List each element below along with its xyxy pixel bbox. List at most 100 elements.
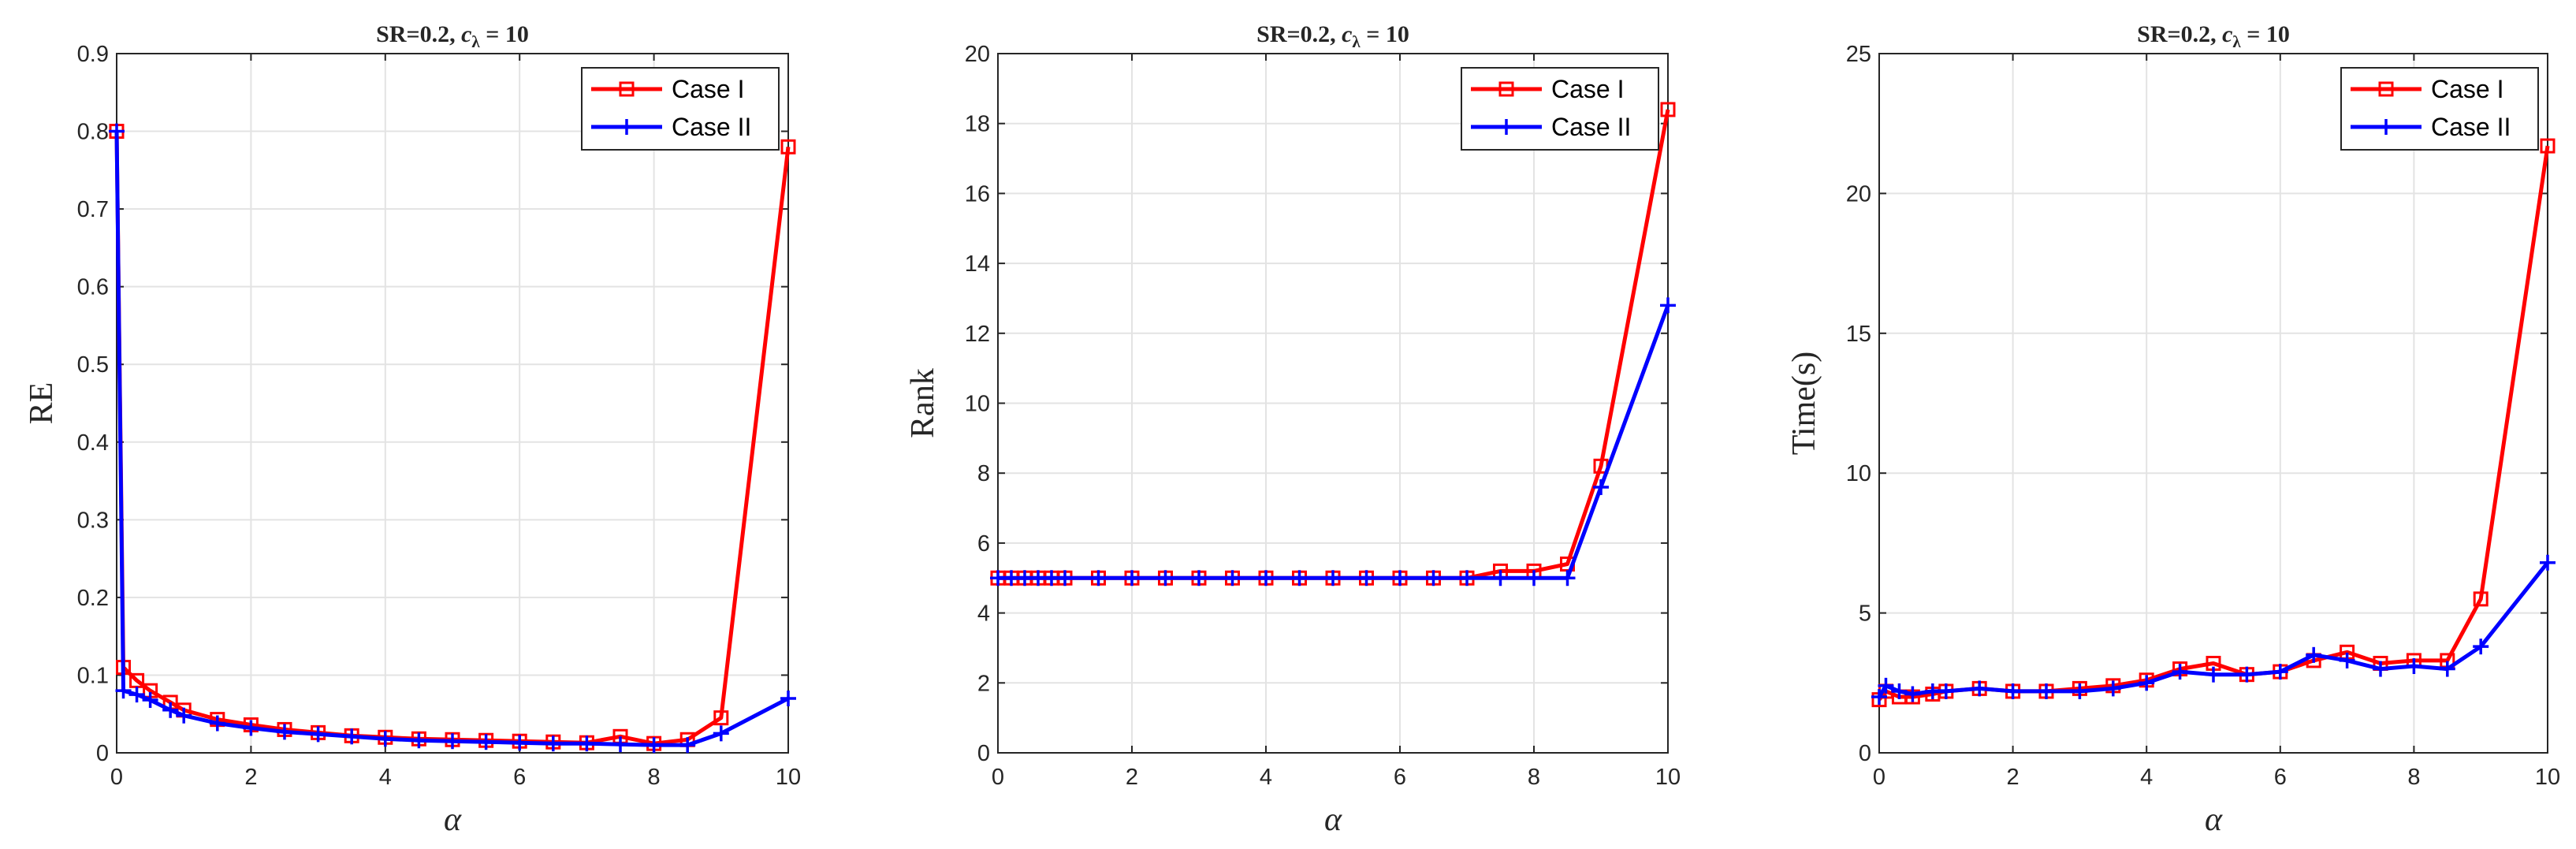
data-point [646, 737, 662, 754]
data-point [2172, 664, 2188, 680]
x-tick-label: 4 [2140, 765, 2153, 790]
x-tick-label: 2 [2007, 765, 2019, 790]
y-tick-label: 14 [965, 251, 990, 277]
x-tick-label: 8 [648, 765, 661, 790]
data-point [2373, 661, 2388, 677]
y-tick-label: 10 [1846, 461, 1871, 486]
data-point [1593, 478, 1609, 495]
data-point [2540, 554, 2556, 571]
data-point [990, 570, 1006, 586]
data-point [2239, 666, 2255, 683]
x-tick-label: 4 [379, 765, 392, 790]
y-tick-label: 25 [1846, 42, 1871, 67]
x-tick-label: 6 [1394, 765, 1406, 790]
data-point [713, 710, 729, 726]
y-tick-label: 4 [977, 601, 990, 627]
legend-label: Case I [2431, 75, 2503, 103]
y-tick-label: 8 [977, 461, 990, 486]
data-point [1878, 677, 1894, 694]
legend-label: Case I [672, 75, 744, 103]
data-point [1425, 570, 1442, 586]
axes-box [116, 53, 789, 754]
y-tick-label: 12 [965, 322, 990, 347]
data-point [162, 702, 179, 718]
x-tick-label: 2 [244, 765, 257, 790]
data-point [2406, 658, 2422, 675]
data-point [128, 687, 145, 703]
data-point [780, 139, 796, 155]
data-point [1660, 102, 1676, 117]
data-point [1891, 683, 1908, 699]
plot-area [117, 54, 788, 753]
y-tick-label: 0.8 [77, 120, 109, 145]
y-tick-label: 10 [965, 392, 990, 417]
chart-title: SR=0.2, cλ = 10 [2137, 21, 2290, 51]
data-point [2473, 591, 2489, 607]
legend-label: Case II [2431, 113, 2511, 141]
data-point [2272, 664, 2288, 680]
data-point [115, 683, 132, 699]
data-point [1459, 570, 1475, 586]
data-point [2038, 683, 2054, 699]
data-point [243, 720, 259, 736]
chart-panel-2: 0 2 4 6 8 10 0 2 4 6 8 10 12 14 16 18 20 SR=0.2, cλ = 10 α… [905, 21, 1681, 838]
data-point [1358, 570, 1375, 586]
legend-label: Case II [672, 113, 751, 141]
title-value: = 10 [1361, 21, 1409, 47]
y-tick-label: 0 [1859, 741, 1871, 766]
data-point [1392, 570, 1408, 586]
y-tick-label: 0.4 [77, 430, 109, 456]
data-point [2439, 661, 2455, 677]
y-tick-label: 0.6 [77, 275, 109, 300]
data-point [2339, 652, 2355, 668]
x-tick-label: 8 [2407, 765, 2420, 790]
chart-panel-3: 0 2 4 6 8 10 0 5 10 15 20 25 SR=0.2, cλ = 10 α Time(s)… [1786, 21, 2560, 838]
data-point [1044, 570, 1059, 586]
legend: Case I Case II [2340, 67, 2539, 151]
data-point [1559, 570, 1576, 586]
y-tick-label: 0 [977, 741, 990, 766]
data-point [2206, 666, 2221, 683]
axes-box [1878, 53, 2548, 754]
y-tick-label: 15 [1846, 322, 1871, 347]
data-point [1191, 570, 1207, 586]
legend-box [581, 67, 780, 151]
x-tick-label: 10 [1655, 765, 1681, 790]
plot-area [1879, 54, 2548, 753]
data-point [1124, 570, 1140, 586]
data-point [109, 123, 125, 140]
x-tick-label: 10 [776, 765, 801, 790]
x-tick-label: 4 [1260, 765, 1272, 790]
data-point [209, 715, 225, 732]
y-tick-label: 0.9 [77, 42, 109, 67]
data-point [277, 724, 292, 740]
data-point [1030, 570, 1046, 586]
title-text: SR=0.2, [376, 21, 461, 47]
data-point [1258, 570, 1274, 586]
y-axis-label: Rank [905, 368, 941, 438]
title-value: = 10 [480, 21, 529, 47]
data-point [344, 728, 360, 745]
data-point [176, 707, 192, 724]
x-tick-label: 8 [1528, 765, 1540, 790]
data-point [1660, 297, 1676, 314]
title-symbol: c [1342, 21, 1352, 47]
y-axis-label: RE [24, 382, 60, 425]
legend-label: Case I [1551, 75, 1624, 103]
x-axis-label: α [2205, 802, 2223, 838]
y-tick-label: 0.7 [77, 197, 109, 222]
title-subscript: λ [471, 32, 480, 51]
x-tick-label: 6 [2274, 765, 2287, 790]
y-tick-label: 2 [977, 671, 990, 696]
x-axis-label: α [1324, 802, 1342, 838]
y-tick-label: 18 [965, 112, 990, 137]
data-point [545, 735, 561, 752]
data-point [1938, 683, 1954, 699]
legend-box [2340, 67, 2539, 151]
data-point [310, 726, 326, 743]
data-point [1090, 570, 1107, 586]
data-point [1492, 570, 1509, 586]
data-point [512, 735, 528, 751]
data-point [2473, 639, 2489, 655]
